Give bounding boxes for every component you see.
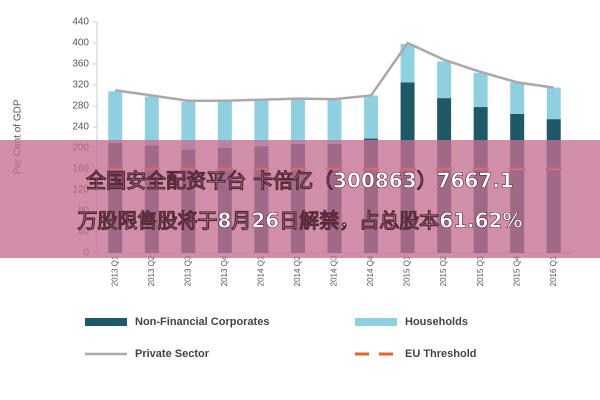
bar	[144, 96, 159, 146]
bar	[364, 95, 379, 139]
legend-label: Private Sector	[135, 348, 210, 360]
bar	[108, 91, 123, 143]
bar	[254, 100, 269, 147]
x-tick-label: 2013 Q3	[183, 255, 192, 286]
y-tick-label: 240	[72, 122, 89, 133]
x-tick-label: 2014 Q2	[293, 255, 302, 286]
x-tick-label: 2013 Q4	[220, 255, 229, 286]
legend-label: EU Threshold	[405, 348, 477, 360]
x-tick-label: 2014 Q3	[330, 255, 339, 286]
line	[115, 41, 554, 102]
legend-label: Non-Financial Corporates	[135, 316, 269, 328]
x-tick-label: 2013 Q1	[110, 255, 119, 286]
bar	[217, 100, 232, 148]
x-tick-label: 2014 Q4	[366, 255, 375, 286]
legend-swatch	[355, 318, 397, 326]
legend-swatch	[85, 318, 127, 326]
x-tick-label: 2016 Q1	[549, 255, 558, 286]
bar	[546, 87, 561, 120]
y-tick-label: 320	[72, 80, 89, 91]
banner-band	[0, 140, 600, 258]
x-tick-label: 2015 Q2	[439, 255, 448, 286]
y-tick-label: 400	[72, 38, 89, 49]
x-tick-label: 2015 Q4	[512, 255, 521, 286]
bar	[400, 44, 415, 83]
banner-text: 万股限售股将于8月26日解禁，占总股本61.62%	[76, 209, 522, 233]
bar	[181, 101, 196, 150]
x-tick-label: 2015 Q3	[476, 255, 485, 286]
y-tick-label: 360	[72, 59, 89, 70]
bar	[510, 82, 525, 114]
banner-text: 全国安全配资平台 卡倍亿（300863）7667.1	[85, 169, 514, 193]
bar	[327, 99, 342, 144]
x-tick-label: 2015 Q1	[403, 255, 412, 286]
y-tick-label: 440	[72, 17, 89, 28]
bar	[437, 61, 452, 99]
x-tick-label: 2013 Q2	[147, 255, 156, 286]
legend-label: Households	[405, 316, 468, 328]
x-tick-label: 2014 Q1	[257, 255, 266, 286]
bar	[473, 72, 488, 108]
y-tick-label: 280	[72, 101, 89, 112]
y-axis-label: Per Cent of GDP	[13, 99, 24, 174]
bar	[290, 99, 305, 144]
